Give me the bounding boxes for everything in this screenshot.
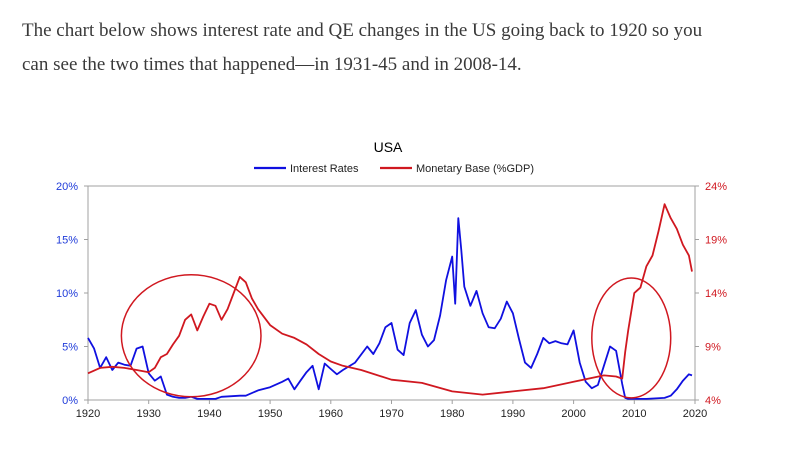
x-tick-label: 1970 bbox=[379, 408, 403, 420]
intro-paragraph: The chart below shows interest rate and … bbox=[22, 14, 782, 82]
y-left-tick-label: 15% bbox=[56, 235, 78, 247]
x-tick-label: 1990 bbox=[501, 408, 525, 420]
x-tick-label: 2010 bbox=[622, 408, 646, 420]
intro-line-2: can see the two times that happened—in 1… bbox=[22, 54, 522, 75]
series-line-monetary-base bbox=[87, 203, 693, 396]
x-tick-label: 2020 bbox=[683, 408, 707, 420]
x-tick-label: 1980 bbox=[440, 408, 464, 420]
x-tick-label: 1920 bbox=[76, 408, 100, 420]
y-left-tick-label: 20% bbox=[56, 181, 78, 193]
legend-label: Interest Rates bbox=[290, 163, 359, 175]
y-left-tick-label: 0% bbox=[62, 395, 78, 407]
y-right-tick-label: 9% bbox=[705, 342, 721, 354]
x-tick-label: 2000 bbox=[561, 408, 585, 420]
legend-label: Monetary Base (%GDP) bbox=[416, 163, 534, 175]
annotation-ellipse bbox=[120, 274, 262, 398]
chart-axes: 1920 1930 1940 1950 1960 1970 1980 1990 2000 2010… bbox=[56, 181, 727, 420]
y-right-tick-label: 14% bbox=[705, 288, 727, 300]
series-line-interest-rates bbox=[87, 217, 693, 400]
x-tick-label: 1960 bbox=[319, 408, 343, 420]
chart-title: USA bbox=[374, 139, 403, 155]
intro-line-1: The chart below shows interest rate and … bbox=[22, 20, 703, 41]
chart-series bbox=[87, 203, 693, 400]
annotation-ellipse bbox=[591, 277, 672, 399]
x-tick-label: 1950 bbox=[258, 408, 282, 420]
y-right-tick-label: 24% bbox=[705, 181, 727, 193]
y-left-tick-label: 5% bbox=[62, 342, 78, 354]
y-right-tick-label: 4% bbox=[705, 395, 721, 407]
chart-annotations bbox=[120, 274, 672, 399]
x-tick-label: 1940 bbox=[197, 408, 221, 420]
y-right-tick-label: 19% bbox=[705, 235, 727, 247]
x-tick-label: 1930 bbox=[136, 408, 160, 420]
chart-legend: Interest Rates Monetary Base (%GDP) bbox=[254, 163, 534, 175]
y-left-tick-label: 10% bbox=[56, 288, 78, 300]
